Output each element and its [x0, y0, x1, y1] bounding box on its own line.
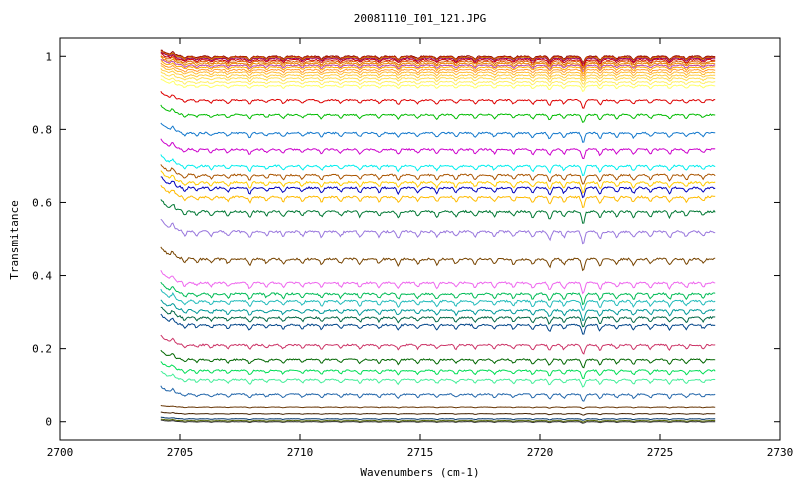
x-tick-label: 2700 [47, 446, 74, 459]
spectrum-series-line [160, 411, 716, 416]
spectrum-series-line [160, 138, 716, 160]
spectrum-series-line [160, 288, 716, 311]
spectrum-series-line [160, 122, 716, 143]
spectrum-series-line [160, 405, 716, 410]
spectrum-series-line [160, 62, 716, 77]
spectrum-series-line [160, 91, 716, 109]
x-tick-label: 2710 [287, 446, 314, 459]
spectrum-series-line [160, 55, 716, 69]
y-tick-label: 1 [45, 50, 52, 63]
spectrum-series-line [160, 418, 716, 423]
x-axis-ticks: 2700 2705 2710 2715 2720 2725 2730 [47, 38, 794, 459]
spectrum-series-line [160, 313, 716, 335]
y-tick-label: 0 [45, 416, 52, 429]
spectrum-series-line [160, 68, 716, 82]
spectrum-series-line [160, 419, 716, 424]
spectrum-series-line [160, 71, 716, 85]
spectrum-series-line [160, 306, 716, 328]
spectrum-series-line [160, 78, 716, 93]
spectrum-series-line [160, 164, 716, 185]
plot-frame [59, 37, 781, 441]
x-tick-label: 2705 [167, 446, 194, 459]
spectrum-series-line [160, 56, 716, 70]
chart-title: 20081110_I01_121.JPG [354, 12, 486, 25]
spectrum-series-line [160, 104, 716, 123]
y-tick-label: 0.2 [32, 343, 52, 356]
spectrum-series-line [160, 170, 716, 194]
spectrum-series-line [160, 65, 716, 79]
x-tick-label: 2730 [767, 446, 794, 459]
spectrum-series-line [160, 184, 716, 208]
x-axis-label: Wavenumbers (cm-1) [360, 466, 479, 479]
spectrum-series-line [160, 176, 716, 199]
spectrum-series-line [160, 154, 716, 177]
y-tick-label: 0.6 [32, 196, 52, 209]
spectrum-series-line [160, 53, 716, 67]
spectrum-series-line [160, 60, 716, 74]
spectrum-series-line [160, 218, 716, 245]
y-axis-label: Transmitance [8, 200, 21, 279]
spectrum-series-line [160, 246, 716, 272]
spectrum-series-line [160, 75, 716, 88]
spectrum-series-line [160, 385, 716, 402]
spectrum-series-line [160, 334, 716, 355]
spectrum-series-line [160, 51, 716, 65]
x-tick-label: 2720 [527, 446, 554, 459]
spectrum-series-line [160, 361, 716, 380]
spectrum-series-line [160, 281, 716, 306]
x-tick-label: 2725 [647, 446, 674, 459]
y-axis-ticks: 0 0.2 0.4 0.6 0.8 1 [32, 50, 780, 429]
series-layer [160, 49, 716, 424]
spectrum-series-line [160, 270, 716, 295]
spectrum-series-line [160, 299, 716, 322]
x-tick-label: 2715 [407, 446, 434, 459]
y-tick-label: 0.8 [32, 123, 52, 136]
spectrum-series-line [160, 199, 716, 224]
spectrum-series-line [160, 370, 716, 388]
spectrum-series-line [160, 416, 716, 421]
y-tick-label: 0.4 [32, 270, 52, 283]
spectrum-series-line [160, 349, 716, 369]
spectrum-series-line [160, 58, 716, 73]
